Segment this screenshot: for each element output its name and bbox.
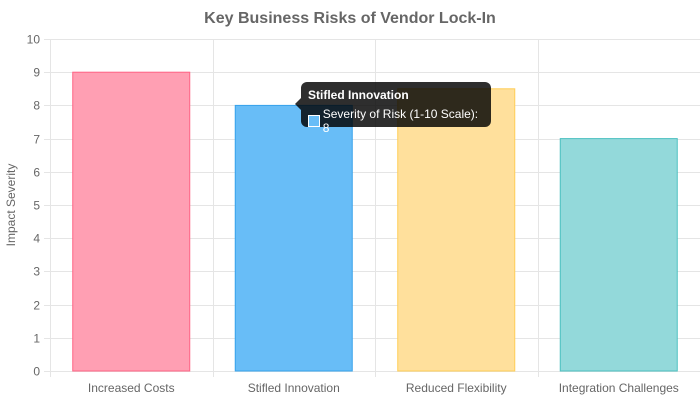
tooltip-row: Severity of Risk (1-10 Scale): 8 [308, 107, 484, 135]
x-tick-label: Increased Costs [88, 381, 175, 395]
y-axis-title: Impact Severity [4, 164, 18, 247]
chart-title: Key Business Risks of Vendor Lock-In [204, 10, 496, 27]
tooltip-label: Severity of Risk (1-10 Scale): 8 [322, 107, 479, 135]
y-tick-label: 3 [33, 265, 40, 279]
y-tick-label: 4 [33, 232, 40, 246]
x-tick-label: Stifled Innovation [248, 381, 340, 395]
bars [72, 71, 678, 372]
y-tick-label: 1 [33, 332, 40, 346]
tooltip-swatch [308, 115, 320, 127]
x-tick-label: Reduced Flexibility [406, 381, 507, 395]
bar-integration-challenges[interactable] [559, 138, 678, 372]
bar-increased-costs[interactable] [72, 71, 191, 372]
x-tick-label: Integration Challenges [559, 381, 679, 395]
y-tick-label: 10 [27, 33, 41, 47]
tick-labels: 0 1 2 3 4 5 6 7 8 9 10 Increased Costs Stifled Innov… [27, 33, 679, 396]
y-tick-label: 6 [33, 166, 40, 180]
y-tick-label: 2 [33, 299, 40, 313]
y-tick-label: 9 [33, 66, 40, 80]
y-tick-label: 0 [33, 365, 40, 379]
bar-reduced-flexibility[interactable] [397, 88, 516, 372]
y-tick-label: 8 [33, 99, 40, 113]
tooltip: Stifled Innovation Severity of Risk (1-1… [295, 82, 491, 135]
tooltip-title: Stifled Innovation [308, 88, 409, 102]
y-tick-label: 7 [33, 133, 40, 147]
y-tick-label: 5 [33, 199, 40, 213]
bar-stifled-innovation[interactable] [234, 104, 353, 372]
